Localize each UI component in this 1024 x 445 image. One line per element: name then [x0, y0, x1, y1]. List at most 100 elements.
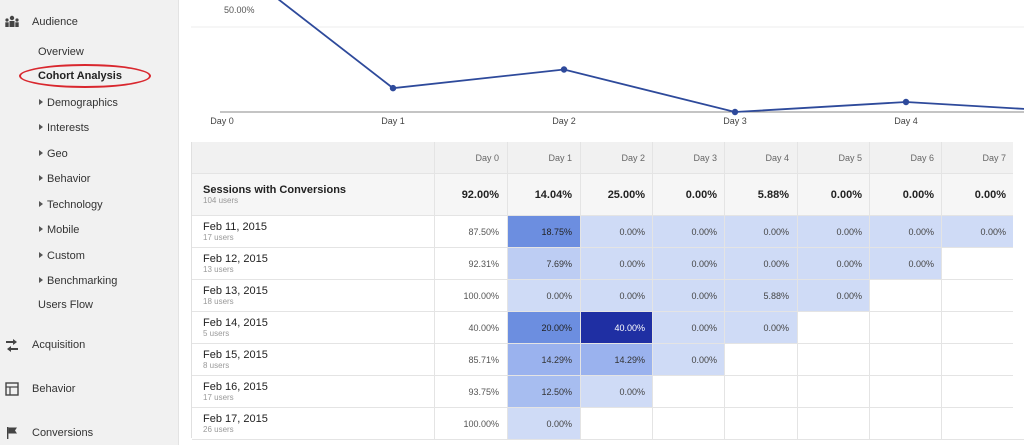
table-cell: 14.29% [507, 344, 580, 375]
column-header[interactable]: Day 7 [941, 142, 1014, 173]
sidebar-item-benchmarking[interactable]: Benchmarking [39, 274, 117, 288]
table-row: Feb 14, 2015 5 users 40.00% 20.00% 40.00% 0.0… [192, 312, 1024, 344]
table-right-edge [1013, 142, 1024, 438]
sidebar-item-label: Demographics [47, 97, 118, 109]
table-cell: 0.00% [797, 248, 870, 279]
empty-cell [797, 376, 870, 407]
sidebar-item-interests[interactable]: Interests [39, 121, 89, 135]
summary-cell: 0.00% [652, 174, 725, 215]
sidebar-item-technology[interactable]: Technology [39, 198, 103, 212]
empty-cell [652, 408, 725, 439]
cohort-date: Feb 12, 2015 [203, 252, 268, 265]
column-header[interactable]: Day 0 [434, 142, 507, 173]
data-point [902, 98, 910, 106]
series-line [277, 0, 1024, 113]
nav-behavior-label: Behavior [32, 383, 76, 395]
sidebar: Audience Overview Cohort Analysis Demograp… [0, 0, 179, 445]
cohort-date: Feb 14, 2015 [203, 316, 268, 329]
cohort-date: Feb 15, 2015 [203, 348, 268, 361]
expand-arrow-icon [39, 175, 43, 181]
table-cell: 12.50% [507, 376, 580, 407]
expand-arrow-icon [39, 124, 43, 130]
empty-cell [652, 376, 725, 407]
expand-arrow-icon [39, 226, 43, 232]
column-header[interactable]: Day 1 [507, 142, 580, 173]
sidebar-item-label: Overview [38, 46, 84, 58]
table-cell: 0.00% [580, 280, 653, 311]
cohort-label: Feb 12, 2015 13 users [203, 248, 268, 279]
behavior-page-icon [5, 382, 19, 396]
empty-cell [724, 408, 797, 439]
empty-cell [869, 376, 942, 407]
sidebar-item-geo[interactable]: Geo [39, 147, 68, 161]
nav-acquisition[interactable]: Acquisition [0, 333, 179, 357]
table-cell: 40.00% [434, 312, 507, 343]
table-cell: 100.00% [434, 408, 507, 439]
sidebar-item-custom[interactable]: Custom [39, 249, 85, 263]
column-header[interactable]: Day 2 [580, 142, 653, 173]
table-cell: 0.00% [652, 344, 725, 375]
sidebar-item-overview[interactable]: Overview [38, 45, 84, 59]
table-cell: 0.00% [869, 216, 942, 247]
nav-audience[interactable]: Audience [0, 10, 179, 34]
column-header[interactable]: Day 6 [869, 142, 942, 173]
summary-cell: 25.00% [580, 174, 653, 215]
table-cell: 92.31% [434, 248, 507, 279]
cohort-users: 8 users [203, 360, 230, 370]
x-tick-label: Day 0 [210, 116, 234, 126]
cohort-line-chart: 50.00% Day 0 Day 1 Day 2 Day 3 Day 4 [191, 0, 1024, 130]
sidebar-item-users-flow[interactable]: Users Flow [38, 298, 93, 312]
highlight-ellipse [19, 64, 151, 88]
table-cell: 0.00% [580, 216, 653, 247]
nav-audience-label: Audience [32, 16, 78, 28]
nav-behavior[interactable]: Behavior [0, 377, 179, 401]
flag-icon [7, 427, 17, 439]
expand-arrow-icon [39, 201, 43, 207]
empty-cell [869, 344, 942, 375]
sidebar-item-label: Geo [47, 148, 68, 160]
sidebar-item-label: Custom [47, 250, 85, 262]
cohort-users: 13 users [203, 264, 234, 274]
table-cell: 40.00% [580, 312, 653, 343]
table-cell: 0.00% [580, 248, 653, 279]
table-cell: 0.00% [507, 408, 580, 439]
table-cell: 0.00% [652, 280, 725, 311]
x-tick-label: Day 4 [894, 116, 918, 126]
table-cell: 0.00% [580, 376, 653, 407]
sidebar-item-behavior[interactable]: Behavior [39, 172, 90, 186]
empty-cell [869, 408, 942, 439]
table-row: Feb 13, 2015 18 users 100.00% 0.00% 0.00% 0.0… [192, 280, 1024, 312]
summary-label: Sessions with Conversions 104 users [203, 174, 346, 215]
table-cell: 87.50% [434, 216, 507, 247]
sidebar-item-label: Benchmarking [47, 275, 118, 287]
table-cell: 100.00% [434, 280, 507, 311]
column-header[interactable]: Day 4 [724, 142, 797, 173]
sidebar-item-label: Technology [47, 199, 103, 211]
table-cell: 14.29% [580, 344, 653, 375]
empty-cell [869, 280, 942, 311]
expand-arrow-icon [39, 150, 43, 156]
sidebar-item-label: Interests [47, 122, 90, 134]
metric-name: Sessions with Conversions [203, 183, 347, 196]
summary-cell: 0.00% [941, 174, 1014, 215]
table-cell: 0.00% [941, 216, 1014, 247]
data-point [560, 66, 568, 73]
table-row: Feb 12, 2015 13 users 92.31% 7.69% 0.00% 0.00… [192, 248, 1024, 280]
table-row: Feb 15, 2015 8 users 85.71% 14.29% 14.29% 0.0… [192, 344, 1024, 376]
x-tick-label: Day 3 [723, 116, 747, 126]
metric-users: 104 users [203, 195, 239, 205]
table-cell: 0.00% [724, 248, 797, 279]
nav-conversions[interactable]: Conversions [0, 421, 179, 445]
table-header-row: Day 0 Day 1 Day 2 Day 3 Day 4 Day 5 Day 6 Day 7 [192, 142, 1024, 174]
cohort-label: Feb 13, 2015 18 users [203, 280, 268, 311]
empty-cell [941, 376, 1014, 407]
expand-arrow-icon [39, 252, 43, 258]
column-header[interactable]: Day 5 [797, 142, 870, 173]
sidebar-item-demographics[interactable]: Demographics [39, 96, 118, 110]
sidebar-item-mobile[interactable]: Mobile [39, 223, 79, 237]
table-cell: 85.71% [434, 344, 507, 375]
table-cell: 93.75% [434, 376, 507, 407]
chart-svg: 50.00% Day 0 Day 1 Day 2 Day 3 Day 4 [191, 0, 1024, 126]
cohort-label: Feb 14, 2015 5 users [203, 312, 268, 343]
column-header[interactable]: Day 3 [652, 142, 725, 173]
